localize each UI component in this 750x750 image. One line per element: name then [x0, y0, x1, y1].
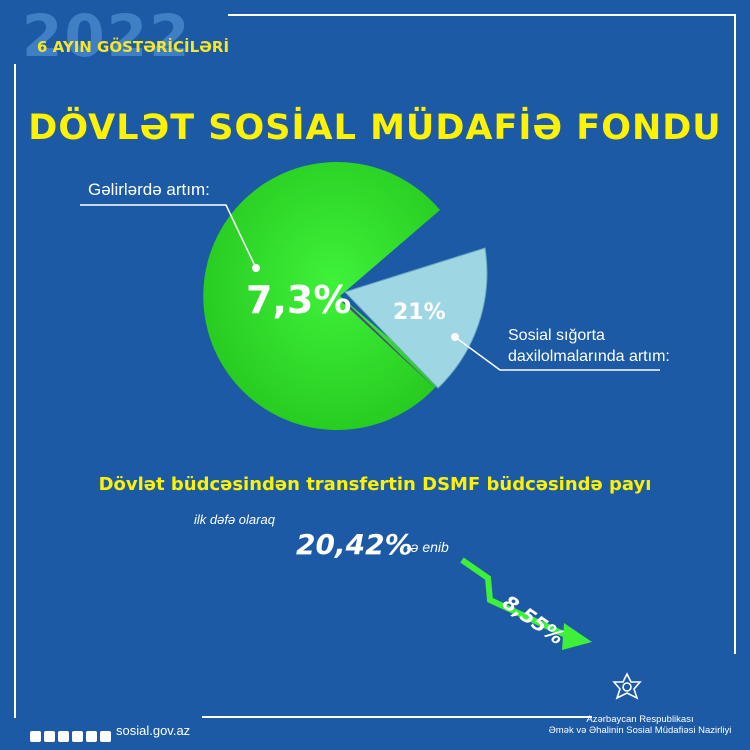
social-growth-label-line2: daxilolmalarında artım:	[508, 348, 670, 365]
telegram-icon[interactable]	[58, 731, 69, 742]
facebook-icon[interactable]	[30, 731, 41, 742]
transfer-title: Dövlət büdcəsindən transfertin DSMF büdc…	[98, 474, 652, 495]
ministry-name-line1: Azərbaycan Respublikası	[586, 714, 694, 725]
callout-dot-social	[451, 333, 459, 341]
website-link[interactable]: sosial.gov.az	[116, 723, 191, 738]
page-title: DÖVLƏT SOSİAL MÜDAFİƏ FONDU	[28, 108, 722, 148]
frame-line-right	[734, 14, 736, 654]
frame-line-bottom	[202, 716, 592, 718]
decline-arrow-line	[460, 557, 574, 641]
frame-line-top	[228, 14, 736, 16]
year-watermark: 2022	[22, 2, 192, 70]
pie-slice-shadow	[340, 300, 438, 391]
period-label: 6 AYIN GÖSTƏRİCİLƏRİ	[37, 38, 230, 56]
callout-line-income	[80, 204, 257, 269]
first-time-note: ilk dəfə olaraq	[194, 512, 275, 527]
youtube-icon[interactable]	[86, 731, 97, 742]
decline-arrow-head	[562, 623, 592, 650]
transfer-from-suffix: -ə enib	[406, 539, 449, 555]
pie-slice-social	[344, 247, 488, 389]
social-growth-value: 21%	[393, 300, 446, 325]
callout-dot-income	[252, 264, 260, 272]
twitter-icon[interactable]	[72, 731, 83, 742]
ministry-logo-icon	[612, 672, 642, 700]
frame-line-left	[14, 64, 16, 718]
transfer-from-value: 20,42%	[296, 528, 413, 561]
social-growth-label: Sosial sığorta daxilolmalarında artım:	[508, 325, 670, 367]
callout-line-social	[454, 336, 660, 371]
ministry-name-line2: Əmək və Əhalinin Sosial Müdafiəsi Nazirl…	[548, 725, 732, 736]
linkedin-icon[interactable]	[100, 731, 111, 742]
instagram-icon[interactable]	[44, 731, 55, 742]
income-growth-value: 7,3%	[246, 278, 352, 322]
social-growth-label-line1: Sosial sığorta	[508, 327, 605, 344]
pie-slice-income	[203, 162, 440, 430]
ministry-name: Azərbaycan Respublikası Əmək və Əhalinin…	[500, 714, 750, 736]
income-growth-label: Gəlirlərdə artım:	[88, 180, 210, 199]
social-icons	[30, 726, 114, 742]
